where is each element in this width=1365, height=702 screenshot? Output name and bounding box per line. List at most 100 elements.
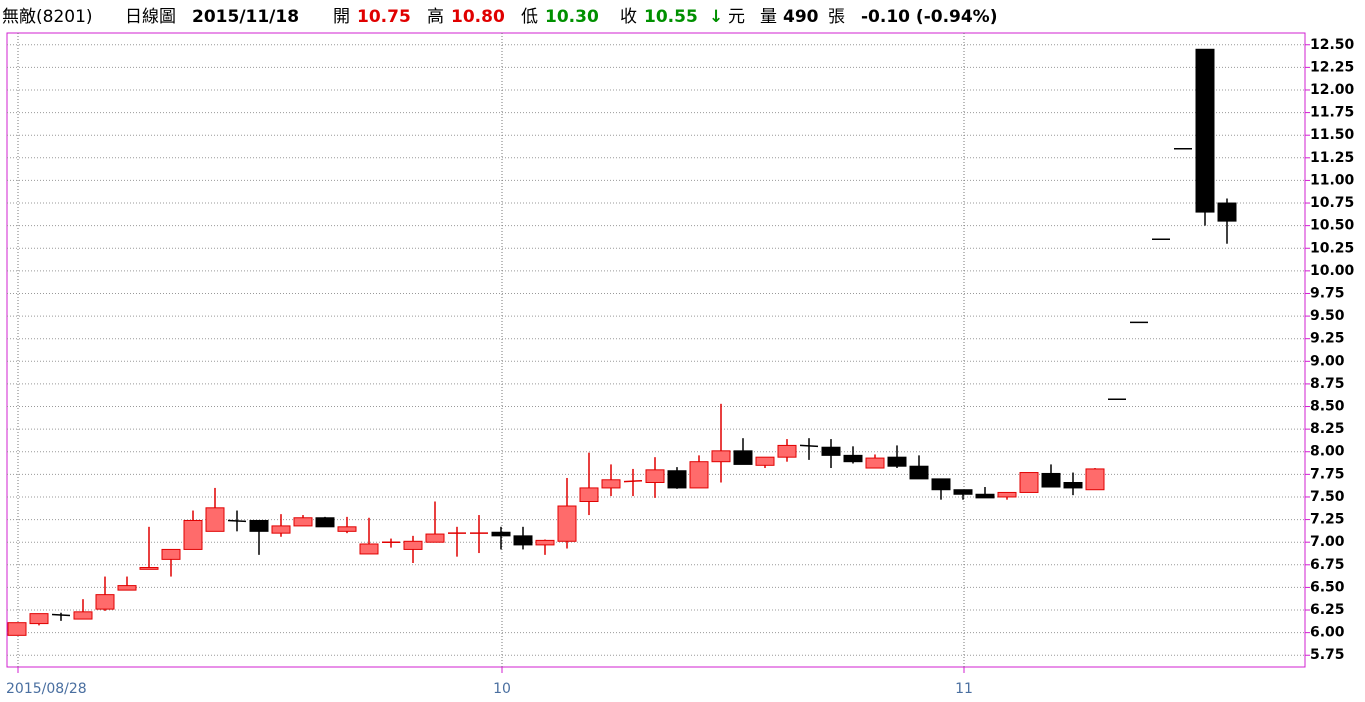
candle-body (293, 517, 313, 527)
candle-body (29, 613, 49, 625)
unit: 元 (728, 7, 745, 27)
y-tick-label: 6.25 (1310, 602, 1345, 618)
date: 2015/11/18 (192, 7, 299, 27)
candle-body (909, 465, 929, 480)
header-bar (0, 0, 1365, 32)
open-value: 10.75 (357, 7, 411, 27)
candle-body (579, 487, 599, 502)
low-value: 10.30 (545, 7, 599, 27)
y-tick-label: 5.75 (1310, 647, 1345, 663)
y-tick-label: 6.00 (1310, 625, 1345, 641)
y-tick-label: 10.50 (1310, 218, 1355, 234)
candle-body (1085, 468, 1105, 491)
candle-body (711, 450, 731, 463)
y-tick-label: 10.75 (1310, 195, 1354, 211)
grid: 5.75 6.00 6.25 6.50 6.75 7.00 7.25 7.50 7.75 8.00… (6, 33, 1355, 697)
y-tick-label: 9.50 (1310, 308, 1345, 324)
candle-body (975, 493, 995, 499)
y-tick-label: 11.75 (1310, 105, 1354, 121)
volume-label: 量 (760, 7, 777, 27)
candle-body (755, 456, 775, 466)
volume-value: 490 (783, 7, 819, 27)
candle-body (491, 531, 511, 537)
y-tick-label: 11.25 (1310, 150, 1354, 166)
y-tick-label: 12.50 (1310, 37, 1355, 53)
candle-body (601, 479, 621, 489)
y-tick-label: 12.25 (1310, 59, 1354, 75)
y-tick-label: 9.25 (1310, 331, 1345, 347)
down-arrow: ↓ (709, 7, 723, 27)
y-tick-label: 11.00 (1310, 172, 1355, 188)
candle-body (73, 611, 93, 620)
y-tick-label: 10.00 (1310, 263, 1355, 279)
close-label: 收 (620, 7, 637, 27)
candle-body (1019, 472, 1039, 493)
candle-body (117, 585, 137, 591)
candle-body (227, 519, 247, 523)
candle-body (425, 533, 445, 543)
y-tick-label: 7.00 (1310, 534, 1345, 550)
x-tick-label: 11 (955, 681, 973, 697)
candle-body (887, 456, 907, 467)
y-tick-label: 7.25 (1310, 512, 1345, 528)
candle-body (535, 539, 555, 546)
y-tick-label: 12.00 (1310, 82, 1355, 98)
candle-body (161, 548, 181, 560)
y-tick-label: 10.25 (1310, 240, 1354, 256)
candle-body (315, 517, 335, 528)
y-tick-label: 9.00 (1310, 353, 1345, 369)
candle-body (51, 613, 71, 617)
candle-body (271, 525, 291, 534)
candle-body (733, 450, 753, 465)
candle-body (1041, 472, 1061, 488)
x-tick-label: 2015/08/28 (6, 681, 87, 697)
candle-body (139, 567, 159, 570)
high-value: 10.80 (451, 7, 505, 27)
candle-body (1063, 481, 1083, 489)
candle-body (799, 444, 819, 448)
candle-body (183, 519, 203, 550)
candle-body (689, 461, 709, 489)
candle-body (249, 519, 269, 532)
candle-body (865, 457, 885, 469)
candle-body (623, 479, 643, 483)
candle-body (931, 478, 951, 491)
candle-body (337, 526, 357, 532)
open-label: 開 (333, 7, 350, 27)
y-tick-label: 8.75 (1310, 376, 1345, 392)
low-label: 低 (521, 7, 538, 27)
y-tick-label: 8.50 (1310, 399, 1345, 415)
change: -0.10 (-0.94%) (861, 7, 998, 27)
candle-body (95, 594, 115, 610)
y-tick-label: 6.75 (1310, 557, 1345, 573)
stock-name: 無敵(8201) (2, 7, 93, 27)
plot-frame (6, 32, 1306, 668)
candle-body (513, 535, 533, 546)
candle-body (667, 470, 687, 489)
candle-body (359, 543, 379, 555)
volume-unit: 張 (828, 7, 845, 27)
candle-body (1217, 202, 1237, 222)
y-tick-label: 11.50 (1310, 127, 1355, 143)
candle-body (403, 540, 423, 550)
close-value: 10.55 (644, 7, 698, 27)
candle-body (7, 622, 27, 636)
candle-body (557, 505, 577, 542)
y-tick-label: 6.50 (1310, 579, 1345, 595)
y-tick-label: 9.75 (1310, 285, 1345, 301)
y-tick-label: 7.50 (1310, 489, 1345, 505)
candle-body (1195, 48, 1215, 213)
x-tick-label: 10 (493, 681, 511, 697)
candle-body (205, 507, 225, 532)
candles (7, 48, 1237, 636)
candle-body (953, 489, 973, 495)
candle-body (843, 454, 863, 463)
candle-body (645, 469, 665, 483)
candle-body (997, 491, 1017, 498)
y-tick-label: 7.75 (1310, 466, 1345, 482)
y-tick-label: 8.25 (1310, 421, 1345, 437)
high-label: 高 (427, 7, 444, 27)
candle-body (777, 444, 797, 458)
